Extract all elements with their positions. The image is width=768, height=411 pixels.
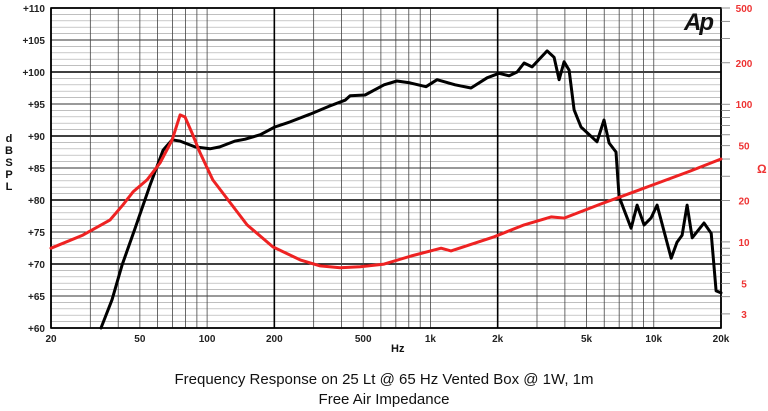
chart-title: Frequency Response on 25 Lt @ 65 Hz Vent… [174, 371, 593, 388]
y-axis-label: dB SPL [5, 133, 13, 193]
y-tick-label: +80 [28, 196, 45, 207]
y2-axis-label: Ω [757, 162, 767, 176]
y-tick-label: +75 [28, 228, 45, 239]
y2-tick-label: 100 [736, 100, 753, 111]
y-tick-label: +105 [22, 36, 45, 47]
x-axis-ticks: 20 50 100 200 500 1k 2k 5k 10k 20k [45, 334, 729, 345]
y-tick-label: +100 [22, 68, 45, 79]
y-tick-label: +60 [28, 324, 45, 335]
plot-frame [50, 7, 722, 329]
y2-tick-label: 500 [736, 4, 753, 15]
series [49, 49, 723, 330]
y-tick-label: +85 [28, 164, 45, 175]
chart-subtitle: Free Air Impedance [319, 391, 450, 408]
y-axis-ticks: +110 +105 +100 +95 +90 +85 +80 +75 +70 +65 +60 [22, 4, 45, 335]
y2-tick-label: 20 [738, 196, 750, 207]
y2-tick-label: 10 [738, 238, 750, 249]
y2-axis-ticks: 500 200 100 50 20 10 5 3 [736, 4, 753, 321]
y2-tick-label: 50 [738, 142, 750, 153]
x-tick-label: 10k [645, 334, 662, 345]
ap-logo: Ap [683, 9, 713, 36]
x-axis-label: Hz [391, 343, 405, 355]
x-tick-label: 200 [266, 334, 283, 345]
x-tick-label: 20k [713, 334, 730, 345]
x-tick-label: 100 [199, 334, 216, 345]
y2-tick-label: 200 [736, 59, 753, 70]
x-tick-label: 50 [134, 334, 146, 345]
x-tick-label: 2k [492, 334, 504, 345]
y-tick-label: +95 [28, 100, 45, 111]
y-tick-label: +90 [28, 132, 45, 143]
x-tick-label: 20 [45, 334, 57, 345]
impedance-curve [49, 113, 723, 270]
x-tick-label: 1k [425, 334, 437, 345]
x-tick-label: 5k [581, 334, 593, 345]
y-tick-label: +65 [28, 292, 45, 303]
y-tick-label: +110 [23, 4, 45, 15]
x-tick-label: 500 [355, 334, 372, 345]
y2-tick-label: 5 [741, 279, 747, 290]
y-tick-label: +70 [28, 260, 45, 271]
grid [50, 7, 730, 329]
y2-tick-label: 3 [741, 310, 747, 321]
spl-curve [99, 49, 723, 330]
